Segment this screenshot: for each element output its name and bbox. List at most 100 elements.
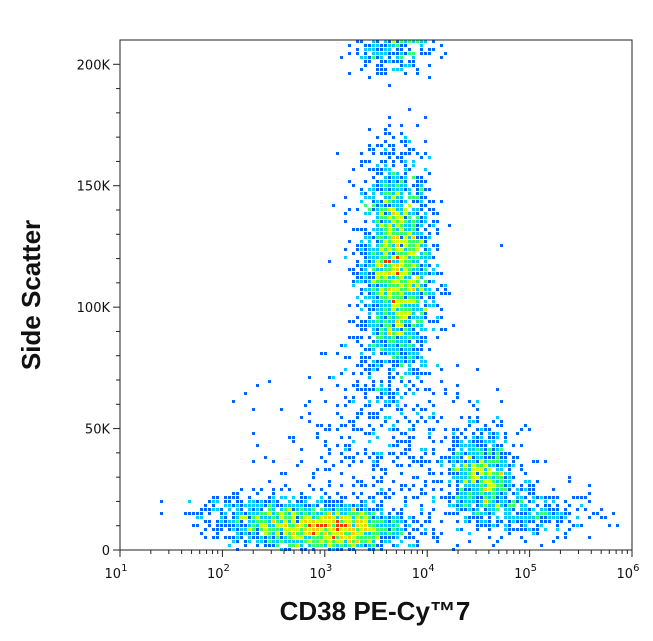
event-dot (380, 320, 383, 323)
event-dot (384, 232, 387, 235)
event-dot (388, 352, 391, 355)
event-dot (388, 228, 391, 231)
event-dot (256, 524, 259, 527)
event-dot (384, 268, 387, 271)
event-dot (392, 204, 395, 207)
event-dot (340, 500, 343, 503)
event-dot (392, 328, 395, 331)
event-dot (364, 44, 367, 47)
event-dot (376, 452, 379, 455)
event-dot (388, 84, 391, 87)
event-dot (336, 412, 339, 415)
event-dot (408, 224, 411, 227)
event-dot (200, 532, 203, 535)
event-dot (444, 456, 447, 459)
event-dot (340, 460, 343, 463)
event-dot (252, 504, 255, 507)
event-dot (328, 504, 331, 507)
event-dot (396, 352, 399, 355)
event-dot (440, 200, 443, 203)
event-dot (588, 492, 591, 495)
event-dot (320, 352, 323, 355)
event-dot (452, 440, 455, 443)
event-dot (424, 304, 427, 307)
event-dot (400, 316, 403, 319)
event-dot (396, 388, 399, 391)
event-dot (392, 284, 395, 287)
event-dot (296, 520, 299, 523)
event-dot (380, 544, 383, 547)
event-dot (488, 432, 491, 435)
event-dot (512, 528, 515, 531)
event-dot (416, 200, 419, 203)
event-dot (344, 396, 347, 399)
event-dot (472, 484, 475, 487)
event-dot (460, 488, 463, 491)
event-dot (388, 244, 391, 247)
event-dot (312, 516, 315, 519)
event-dot (416, 404, 419, 407)
event-dot (412, 292, 415, 295)
event-dot (568, 528, 571, 531)
event-dot (368, 160, 371, 163)
event-dot (516, 512, 519, 515)
event-dot (564, 536, 567, 539)
event-dot (380, 272, 383, 275)
event-dot (568, 512, 571, 515)
event-dot (360, 540, 363, 543)
event-dot (416, 336, 419, 339)
event-dot (400, 280, 403, 283)
event-dot (384, 288, 387, 291)
event-dot (400, 44, 403, 47)
event-dot (444, 292, 447, 295)
event-dot (400, 396, 403, 399)
event-dot (312, 536, 315, 539)
event-dot (504, 472, 507, 475)
event-dot (296, 532, 299, 535)
event-dot (404, 348, 407, 351)
event-dot (360, 516, 363, 519)
event-dot (408, 264, 411, 267)
event-dot (456, 472, 459, 475)
event-dot (444, 496, 447, 499)
event-dot (396, 308, 399, 311)
event-dot (264, 516, 267, 519)
event-dot (268, 504, 271, 507)
event-dot (392, 324, 395, 327)
event-dot (248, 500, 251, 503)
event-dot (288, 512, 291, 515)
event-dot (592, 512, 595, 515)
event-dot (400, 324, 403, 327)
event-dot (432, 328, 435, 331)
event-dot (368, 532, 371, 535)
event-dot (340, 536, 343, 539)
event-dot (488, 460, 491, 463)
event-dot (472, 508, 475, 511)
event-dot (384, 496, 387, 499)
event-dot (424, 228, 427, 231)
event-dot (468, 480, 471, 483)
event-dot (312, 508, 315, 511)
event-dot (360, 188, 363, 191)
axis-ticks (113, 63, 633, 557)
event-dot (528, 528, 531, 531)
event-dot (240, 504, 243, 507)
event-dot (356, 532, 359, 535)
event-dot (236, 540, 239, 543)
event-dot (368, 288, 371, 291)
event-dot (364, 516, 367, 519)
event-dot (480, 452, 483, 455)
event-dot (388, 536, 391, 539)
event-dot (516, 516, 519, 519)
event-dot (492, 464, 495, 467)
event-dot (368, 424, 371, 427)
event-dot (404, 320, 407, 323)
event-dot (488, 492, 491, 495)
event-dot (364, 404, 367, 407)
event-dot (356, 428, 359, 431)
event-dot (448, 456, 451, 459)
event-dot (400, 256, 403, 259)
event-dot (400, 196, 403, 199)
event-dot (384, 284, 387, 287)
event-dot (396, 520, 399, 523)
